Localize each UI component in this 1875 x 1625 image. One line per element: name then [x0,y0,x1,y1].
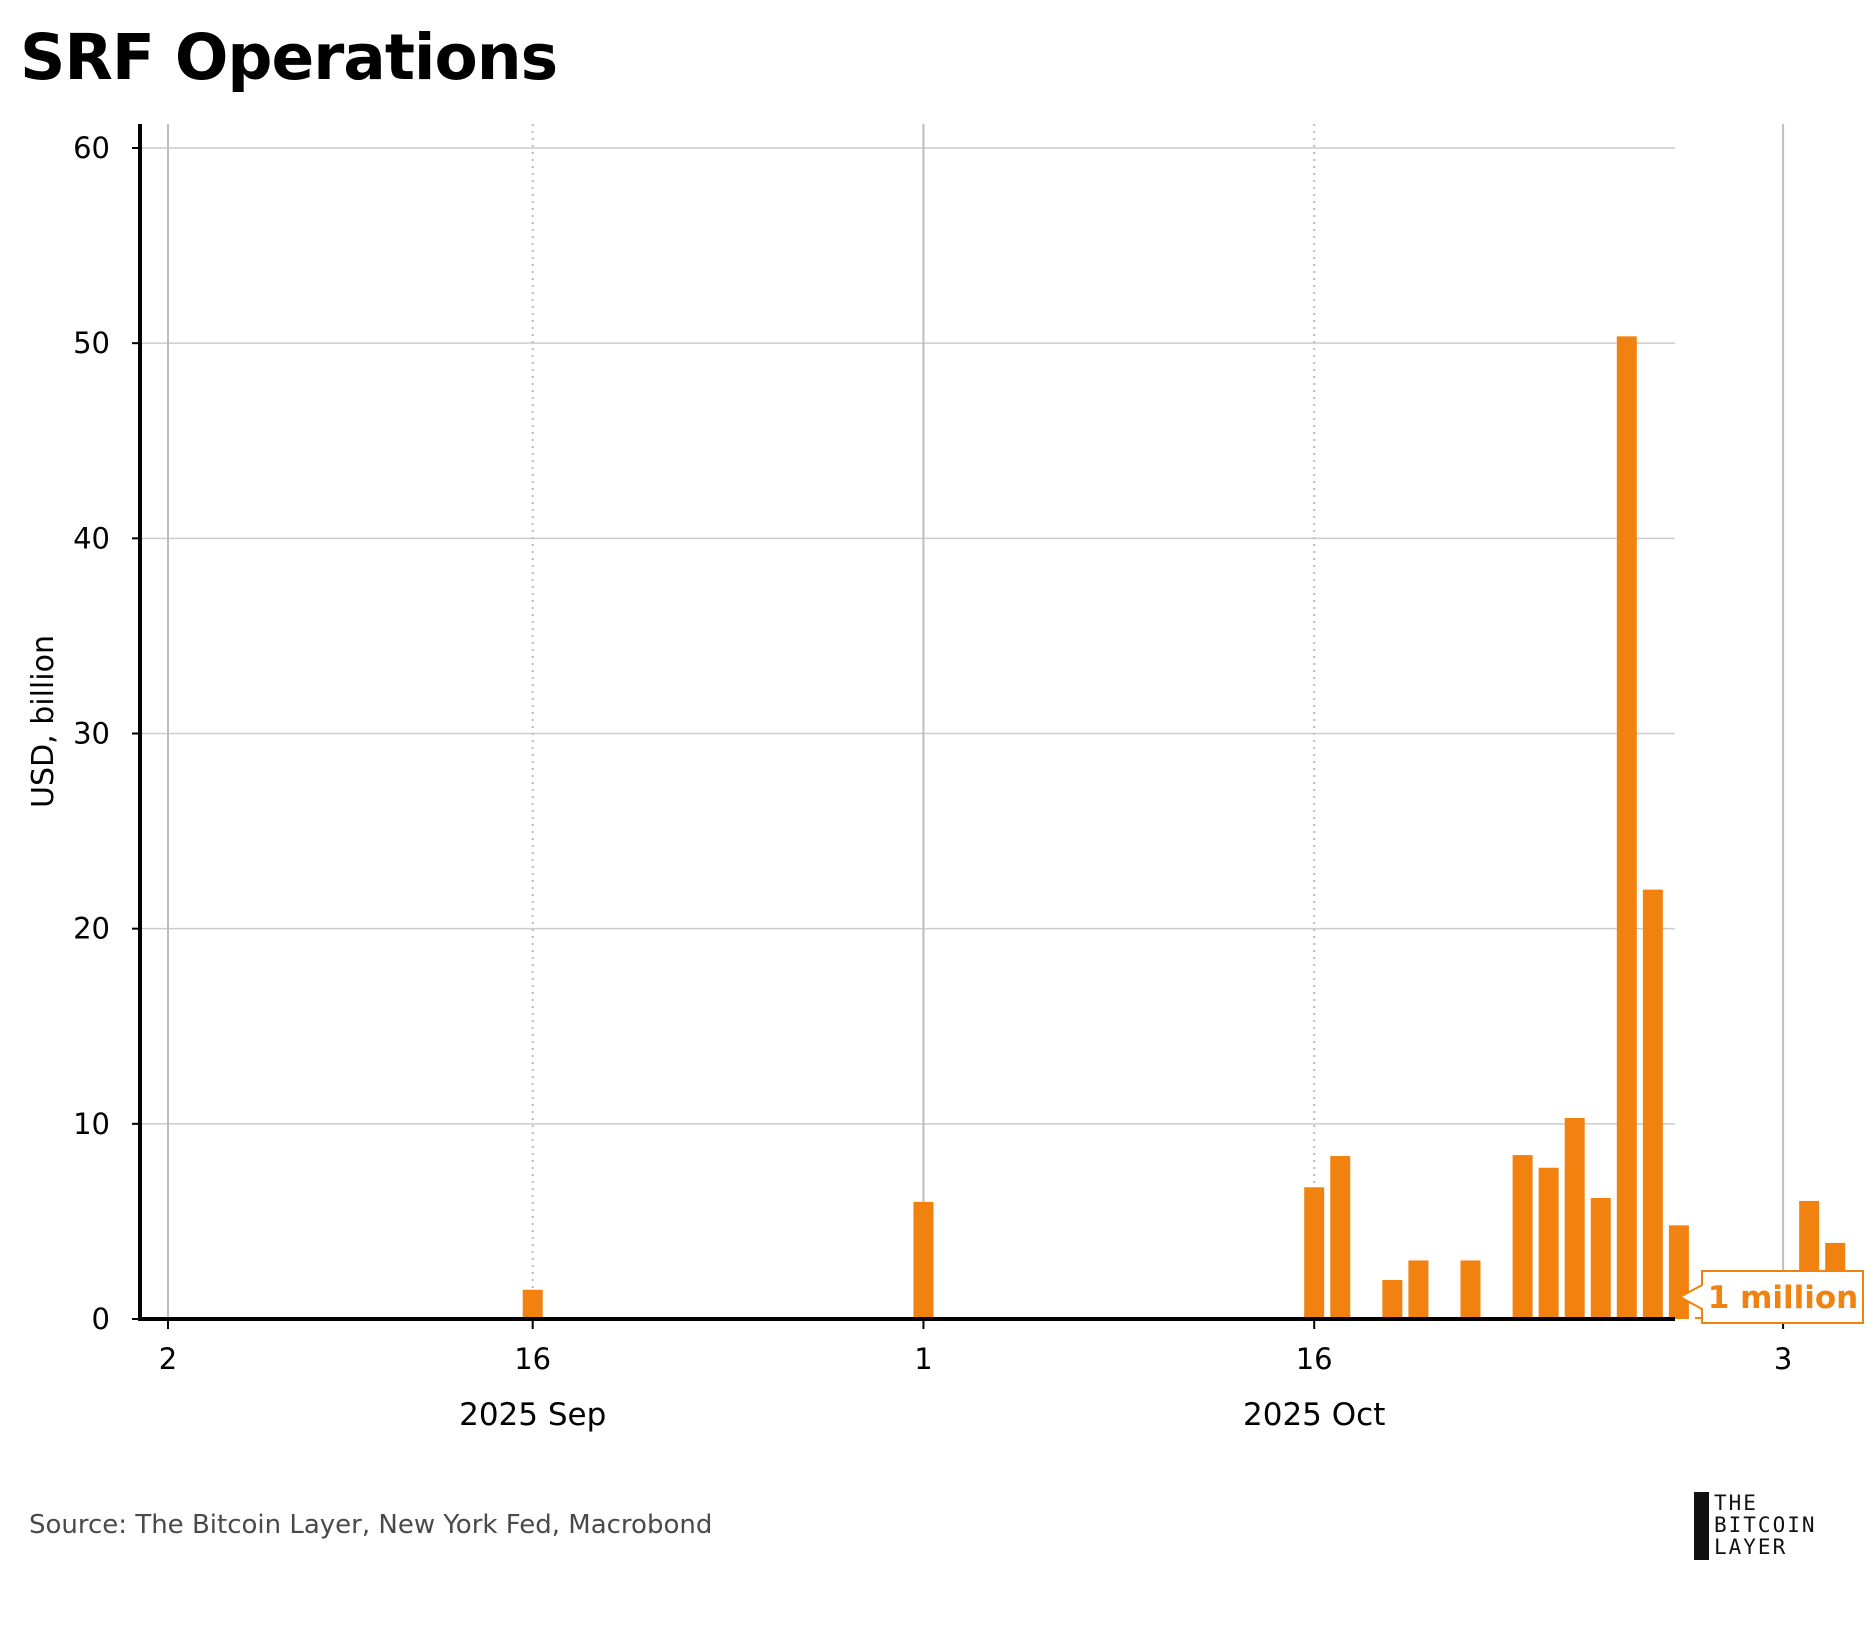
y-tick-label: 40 [73,521,110,555]
bar [1512,1155,1533,1319]
y-axis-title: USD, billion [26,635,61,808]
y-tick-label: 50 [73,326,110,360]
bar [1564,1117,1585,1319]
bar [1538,1167,1559,1319]
bar [1616,336,1637,1320]
bar [1668,1225,1689,1319]
latest-value-callout-text: 1 million [1708,1280,1859,1316]
x-tick-label: 1 [914,1342,932,1376]
bar [913,1201,934,1319]
bar [1590,1197,1611,1319]
x-tick-label: 2 [159,1342,177,1376]
y-tick-label: 20 [73,912,110,946]
y-tick-label: 60 [73,131,110,165]
x-month-label: 2025 Sep [459,1397,606,1433]
chart-title: SRF Operations [20,21,558,94]
bar [522,1289,543,1319]
bars-layer [366,336,1846,1320]
bar [1460,1260,1481,1319]
source-note: Source: The Bitcoin Layer, New York Fed,… [29,1510,713,1540]
logo-line-2: BITCOIN [1714,1513,1817,1537]
x-month-label: 2025 Oct [1243,1397,1385,1433]
y-tick-label: 0 [92,1302,110,1336]
x-tick-label: 16 [1296,1342,1333,1376]
x-tick-label: 16 [514,1342,551,1376]
y-tick-label: 30 [73,717,110,751]
bar [1642,889,1663,1319]
axes-layer [132,124,1785,1329]
grid-layer [140,124,1785,1319]
bar [1408,1260,1429,1319]
latest-value-callout-box [1677,1269,1864,1324]
bar [1382,1279,1403,1319]
logo-line-1: THE [1714,1491,1758,1515]
bar [1330,1156,1351,1319]
logo-bar-mark [1694,1492,1709,1560]
bar [1304,1187,1325,1319]
bitcoin-layer-logo: THE BITCOIN LAYER [1694,1492,1864,1562]
x-tick-label: 3 [1774,1342,1792,1376]
logo-line-3: LAYER [1714,1535,1788,1559]
y-tick-label: 10 [73,1107,110,1141]
